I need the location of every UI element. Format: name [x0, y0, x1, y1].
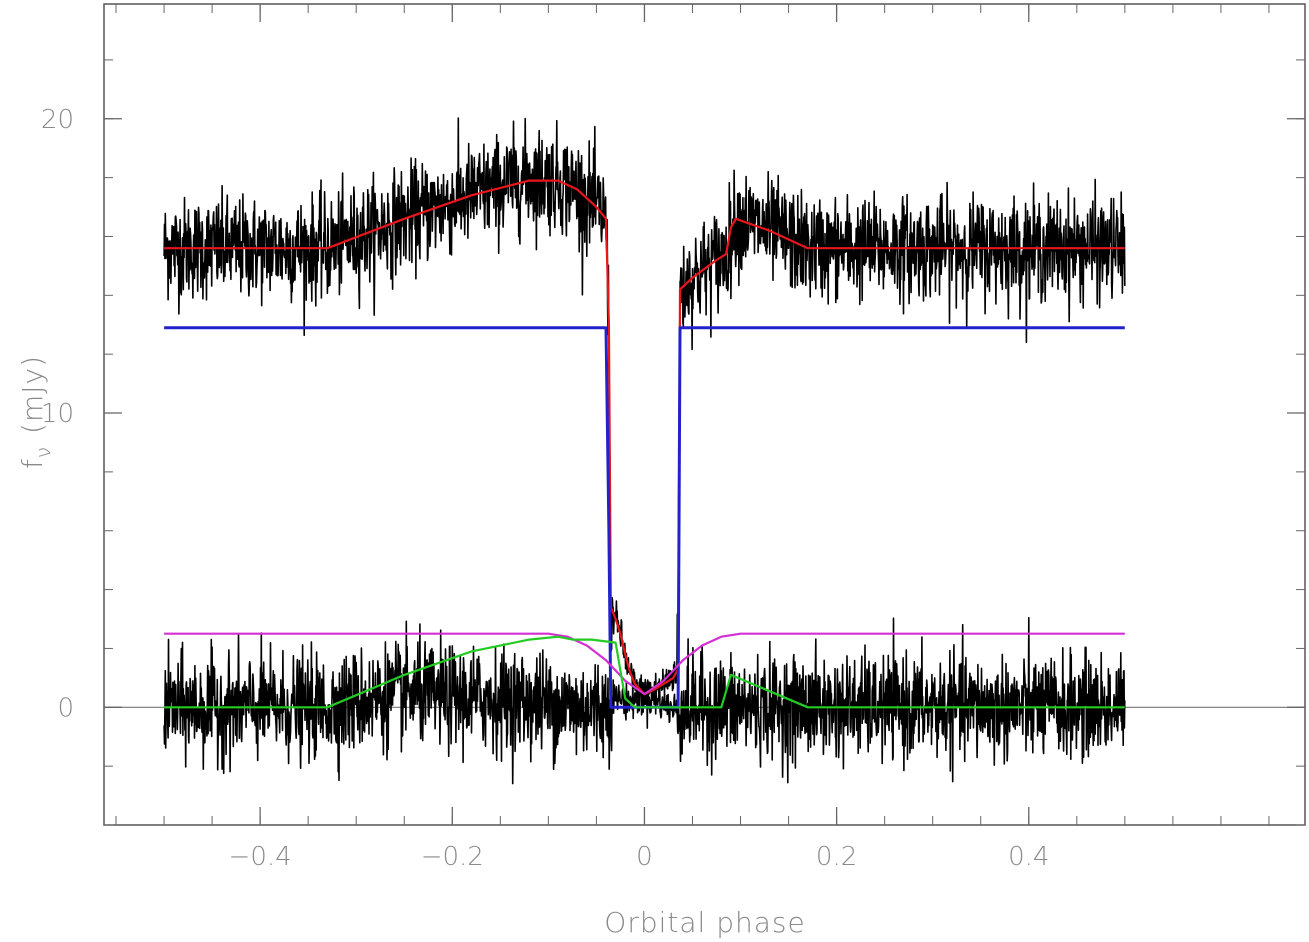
y-tick-label: 0 [57, 693, 74, 723]
noisy-light-curve-2 [163, 616, 1126, 785]
noisy-data-layer [163, 117, 1126, 785]
ticks-layer [104, 4, 1305, 826]
x-tick-label: −0.2 [421, 842, 484, 872]
plot-frame [103, 3, 1306, 826]
y-tick-label: 20 [41, 105, 74, 135]
y-axis-label-sub: ν [31, 446, 55, 458]
x-axis-label: Orbital phase [604, 906, 805, 939]
model-curve-3 [164, 632, 1125, 696]
y-tick-label: 10 [41, 399, 74, 429]
x-tick-label: 0 [636, 842, 653, 872]
noisy-light-curve-1 [163, 117, 1126, 712]
model-curve-2 [164, 326, 1125, 709]
model-curve-1 [164, 179, 1125, 696]
y-axis-label-unit: (mJy) [16, 355, 49, 434]
x-tick-label: 0.2 [816, 842, 857, 872]
model-curves-layer [164, 179, 1125, 709]
y-axis-label-main: f [16, 458, 49, 469]
x-tick-label: 0.4 [1008, 842, 1049, 872]
model-curve-4 [164, 635, 1125, 709]
svg-text:fν(mJy): fν (mJy) [16, 355, 55, 469]
tick-labels-layer: −0.4 −0.2 0 0.2 0.4 0 10 20 [41, 105, 1050, 872]
x-tick-label: −0.4 [229, 842, 292, 872]
y-axis-label: fν (mJy) [16, 355, 55, 469]
